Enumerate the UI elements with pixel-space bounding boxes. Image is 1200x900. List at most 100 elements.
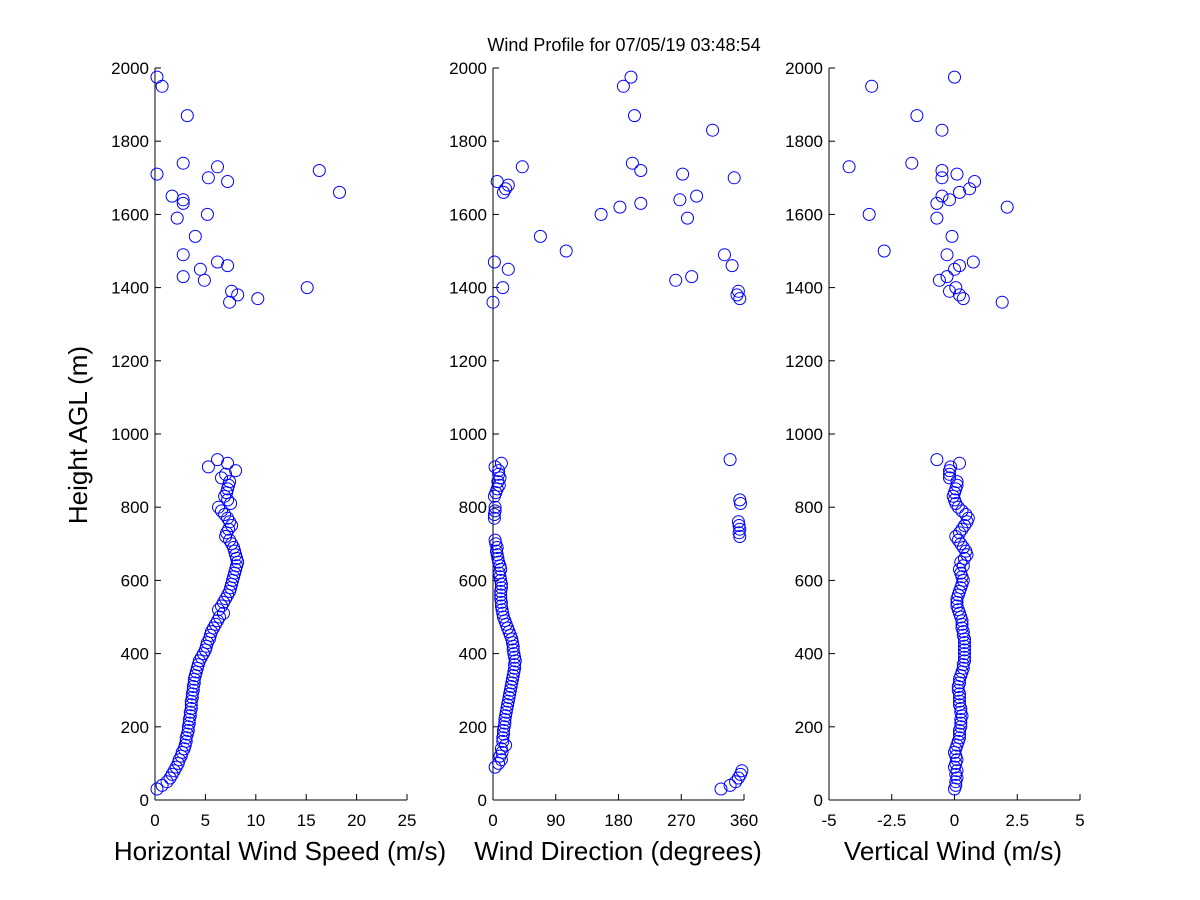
data-point [515,160,529,174]
data-point [950,478,964,492]
data-point [634,164,648,177]
y-tick-label: 1400 [111,279,149,298]
x-tick-label: 25 [398,811,417,830]
y-tick-label: 400 [459,645,487,664]
y-tick-label: 1000 [111,425,149,444]
y-tick-label: 1000 [785,425,823,444]
x-tick-label: 15 [297,811,316,830]
data-point [222,522,236,536]
data-point [221,511,235,525]
data-point [951,500,965,514]
data-point [217,595,230,609]
data-point [956,661,970,675]
data-point [935,123,949,137]
data-point [211,255,224,269]
data-point [956,541,970,554]
y-tick-label: 200 [795,718,823,737]
data-point [954,716,968,730]
data-point [959,508,973,521]
data-point [968,175,982,188]
data-point [940,270,954,284]
data-point [183,709,197,723]
data-point [533,229,547,243]
data-point [949,742,963,756]
data-point [910,109,924,123]
data-point [877,244,891,258]
panel-horizontal-wind-speed: Horizontal Wind Speed (m/s) 020040060080… [111,59,446,866]
data-point [212,603,225,617]
y-tick-label: 1600 [449,205,487,224]
data-point [221,259,235,273]
data-point [945,229,959,243]
data-point [172,753,186,767]
data-point [865,79,879,93]
data-point [219,467,233,481]
y-tick-label: 1400 [449,279,487,298]
data-point [685,270,699,284]
data-point [200,207,214,221]
data-point [197,273,211,287]
data-point [628,109,641,123]
data-point [862,207,876,221]
data-point [955,621,969,635]
y-tick-label: 2000 [111,59,149,78]
data-point [496,734,510,748]
data-point [935,171,949,185]
data-point [706,123,720,137]
data-point [225,284,239,298]
data-point [490,175,504,188]
data-point [963,182,977,196]
data-point [733,292,747,306]
data-point [723,453,737,467]
x-tick-label: 0 [488,811,497,830]
data-point [953,731,966,745]
y-tick-label: 800 [795,498,823,517]
data-point [184,698,198,712]
data-point [219,592,233,606]
data-point [954,555,968,569]
data-point [215,471,228,485]
data-point [953,698,966,712]
x-tick-label: 5 [201,811,210,830]
data-point [727,171,741,185]
data-point [221,175,235,188]
y-tick-label: 1800 [111,132,149,151]
data-point [673,193,687,207]
data-point [616,79,630,93]
y-tick-label: 1600 [785,205,823,224]
data-point [930,453,944,467]
data-point [714,782,728,796]
x-axis-title: Vertical Wind (m/s) [844,836,1062,866]
data-point [943,193,956,207]
data-point [492,464,506,478]
x-axis-title: Horizontal Wind Speed (m/s) [114,836,446,866]
data-point [690,189,704,203]
data-point [497,727,510,741]
data-point [211,160,224,174]
data-point [681,211,694,225]
y-tick-label: 0 [140,791,149,810]
data-point [950,599,964,613]
y-tick-label: 1800 [785,132,823,151]
data-point [731,771,745,785]
data-point [494,588,508,602]
data-point [229,464,243,478]
data-point [194,650,208,664]
data-point [949,778,963,792]
data-point [958,643,971,657]
data-point [958,551,971,565]
data-point [225,519,239,532]
data-point [487,511,501,525]
data-point [165,189,179,203]
data-point [491,475,505,489]
data-point [215,504,228,518]
x-tick-label: 0 [150,811,159,830]
y-tick-label: 0 [814,791,823,810]
y-tick-label: 1800 [449,132,487,151]
data-point [176,196,190,210]
data-point [494,581,508,595]
y-tick-label: 1200 [449,352,487,371]
data-point [940,248,954,262]
data-point [961,511,975,525]
